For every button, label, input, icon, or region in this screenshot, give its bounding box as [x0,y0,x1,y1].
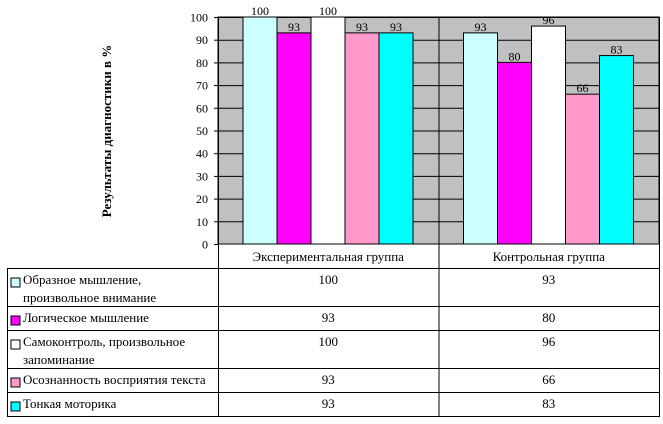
legend-key [10,277,21,288]
y-tick-label: 90 [196,33,208,47]
table-cell-value: 66 [542,372,556,387]
bars [242,16,634,245]
legend-label: Образное мышление, [23,272,141,287]
y-axis-label: Результаты диагностики в % [99,45,114,217]
legend-label: Самоконтроль, произвольное [23,334,185,349]
legend-label: запоминание [23,352,95,367]
legend-key [10,377,21,388]
data-label: 100 [251,4,269,18]
category-label: Экспериментальная группа [253,249,405,264]
legend-key [10,339,21,350]
y-axis: 0 10 20 30 40 50 60 70 80 90 100 [190,11,219,252]
legend-label: Тонкая моторика [23,396,117,411]
data-label: 66 [577,81,589,95]
y-tick-label: 70 [196,79,208,93]
table-cell-value: 96 [542,334,556,349]
y-tick-label: 10 [196,215,208,229]
y-tick-label: 50 [196,124,208,138]
table-row [7,392,660,417]
bar [463,32,498,245]
legend-key [10,401,21,412]
table-cell-value: 93 [542,272,555,287]
legend-label: произвольное внимание [23,290,156,305]
table-cell-value: 100 [319,272,339,287]
y-tick-label: 60 [196,101,208,115]
data-label: 100 [319,4,337,18]
table-cell-value: 93 [322,310,335,325]
bar [276,32,312,245]
data-labels: 100 93 100 93 93 93 80 96 66 83 [251,4,623,95]
bar [531,25,566,245]
y-tick-label: 0 [202,238,208,252]
y-tick-label: 40 [196,147,208,161]
y-tick-label: 80 [196,56,208,70]
table-cell-value: 93 [322,396,335,411]
legend-key [10,315,21,326]
bar [565,93,600,245]
data-label: 80 [509,49,521,63]
table-cell-value: 100 [319,334,339,349]
bar [344,32,380,245]
legend-label: Логическое мышление [23,310,149,325]
table-cell-value: 80 [542,310,555,325]
data-label: 93 [288,20,300,34]
y-tick-label: 30 [196,169,208,183]
y-tick-label: 20 [196,192,208,206]
data-label: 93 [475,20,487,34]
data-label: 83 [611,43,623,57]
bar [242,16,278,245]
bar [378,32,414,245]
bar [497,61,532,245]
legend-label: Осознанность восприятия текста [23,372,206,387]
table-cell-value: 93 [322,372,335,387]
data-label: 93 [390,20,402,34]
data-table: Экспериментальная группа Контрольная груп… [7,17,660,417]
table-cell-value: 83 [542,396,555,411]
data-label: 93 [356,20,368,34]
bar [599,55,634,245]
category-label: Контрольная группа [493,249,606,264]
bar [310,16,346,245]
data-label: 96 [543,13,555,27]
y-tick-label: 100 [190,11,208,25]
